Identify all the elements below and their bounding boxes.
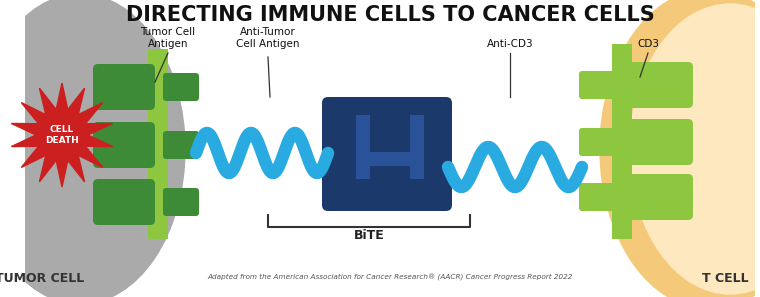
FancyBboxPatch shape xyxy=(163,73,199,101)
Bar xyxy=(148,49,168,239)
Text: Anti-Tumor
Cell Antigen: Anti-Tumor Cell Antigen xyxy=(236,27,299,49)
Bar xyxy=(0,0,25,297)
FancyBboxPatch shape xyxy=(163,188,199,216)
FancyBboxPatch shape xyxy=(625,62,693,108)
FancyBboxPatch shape xyxy=(579,71,617,99)
Bar xyxy=(410,115,424,179)
Ellipse shape xyxy=(630,4,760,294)
Polygon shape xyxy=(11,83,112,187)
Text: DIRECTING IMMUNE CELLS TO CANCER CELLS: DIRECTING IMMUNE CELLS TO CANCER CELLS xyxy=(125,5,654,25)
Text: CD3: CD3 xyxy=(637,39,659,49)
Bar xyxy=(755,0,760,297)
FancyBboxPatch shape xyxy=(625,119,693,165)
FancyBboxPatch shape xyxy=(382,149,452,211)
FancyBboxPatch shape xyxy=(93,179,155,225)
Text: CELL
DEATH: CELL DEATH xyxy=(45,125,79,146)
FancyBboxPatch shape xyxy=(163,131,199,159)
FancyBboxPatch shape xyxy=(579,183,617,211)
FancyBboxPatch shape xyxy=(579,128,617,156)
Ellipse shape xyxy=(0,0,185,297)
Bar xyxy=(356,115,370,179)
Text: BiTE: BiTE xyxy=(353,229,385,242)
FancyBboxPatch shape xyxy=(322,97,392,159)
Text: Adapted from the American Association for Cancer Research® (AACR) Cancer Progres: Adapted from the American Association fo… xyxy=(207,274,573,281)
Bar xyxy=(356,152,420,166)
Text: Tumor Cell
Antigen: Tumor Cell Antigen xyxy=(141,27,195,49)
FancyBboxPatch shape xyxy=(322,149,392,211)
Text: Anti-CD3: Anti-CD3 xyxy=(486,39,534,49)
Text: TUMOR CELL: TUMOR CELL xyxy=(0,272,84,285)
FancyBboxPatch shape xyxy=(382,97,452,159)
Ellipse shape xyxy=(600,0,760,297)
FancyBboxPatch shape xyxy=(93,64,155,110)
FancyBboxPatch shape xyxy=(625,174,693,220)
Bar xyxy=(612,44,632,239)
Text: T CELL: T CELL xyxy=(701,272,749,285)
FancyBboxPatch shape xyxy=(93,122,155,168)
